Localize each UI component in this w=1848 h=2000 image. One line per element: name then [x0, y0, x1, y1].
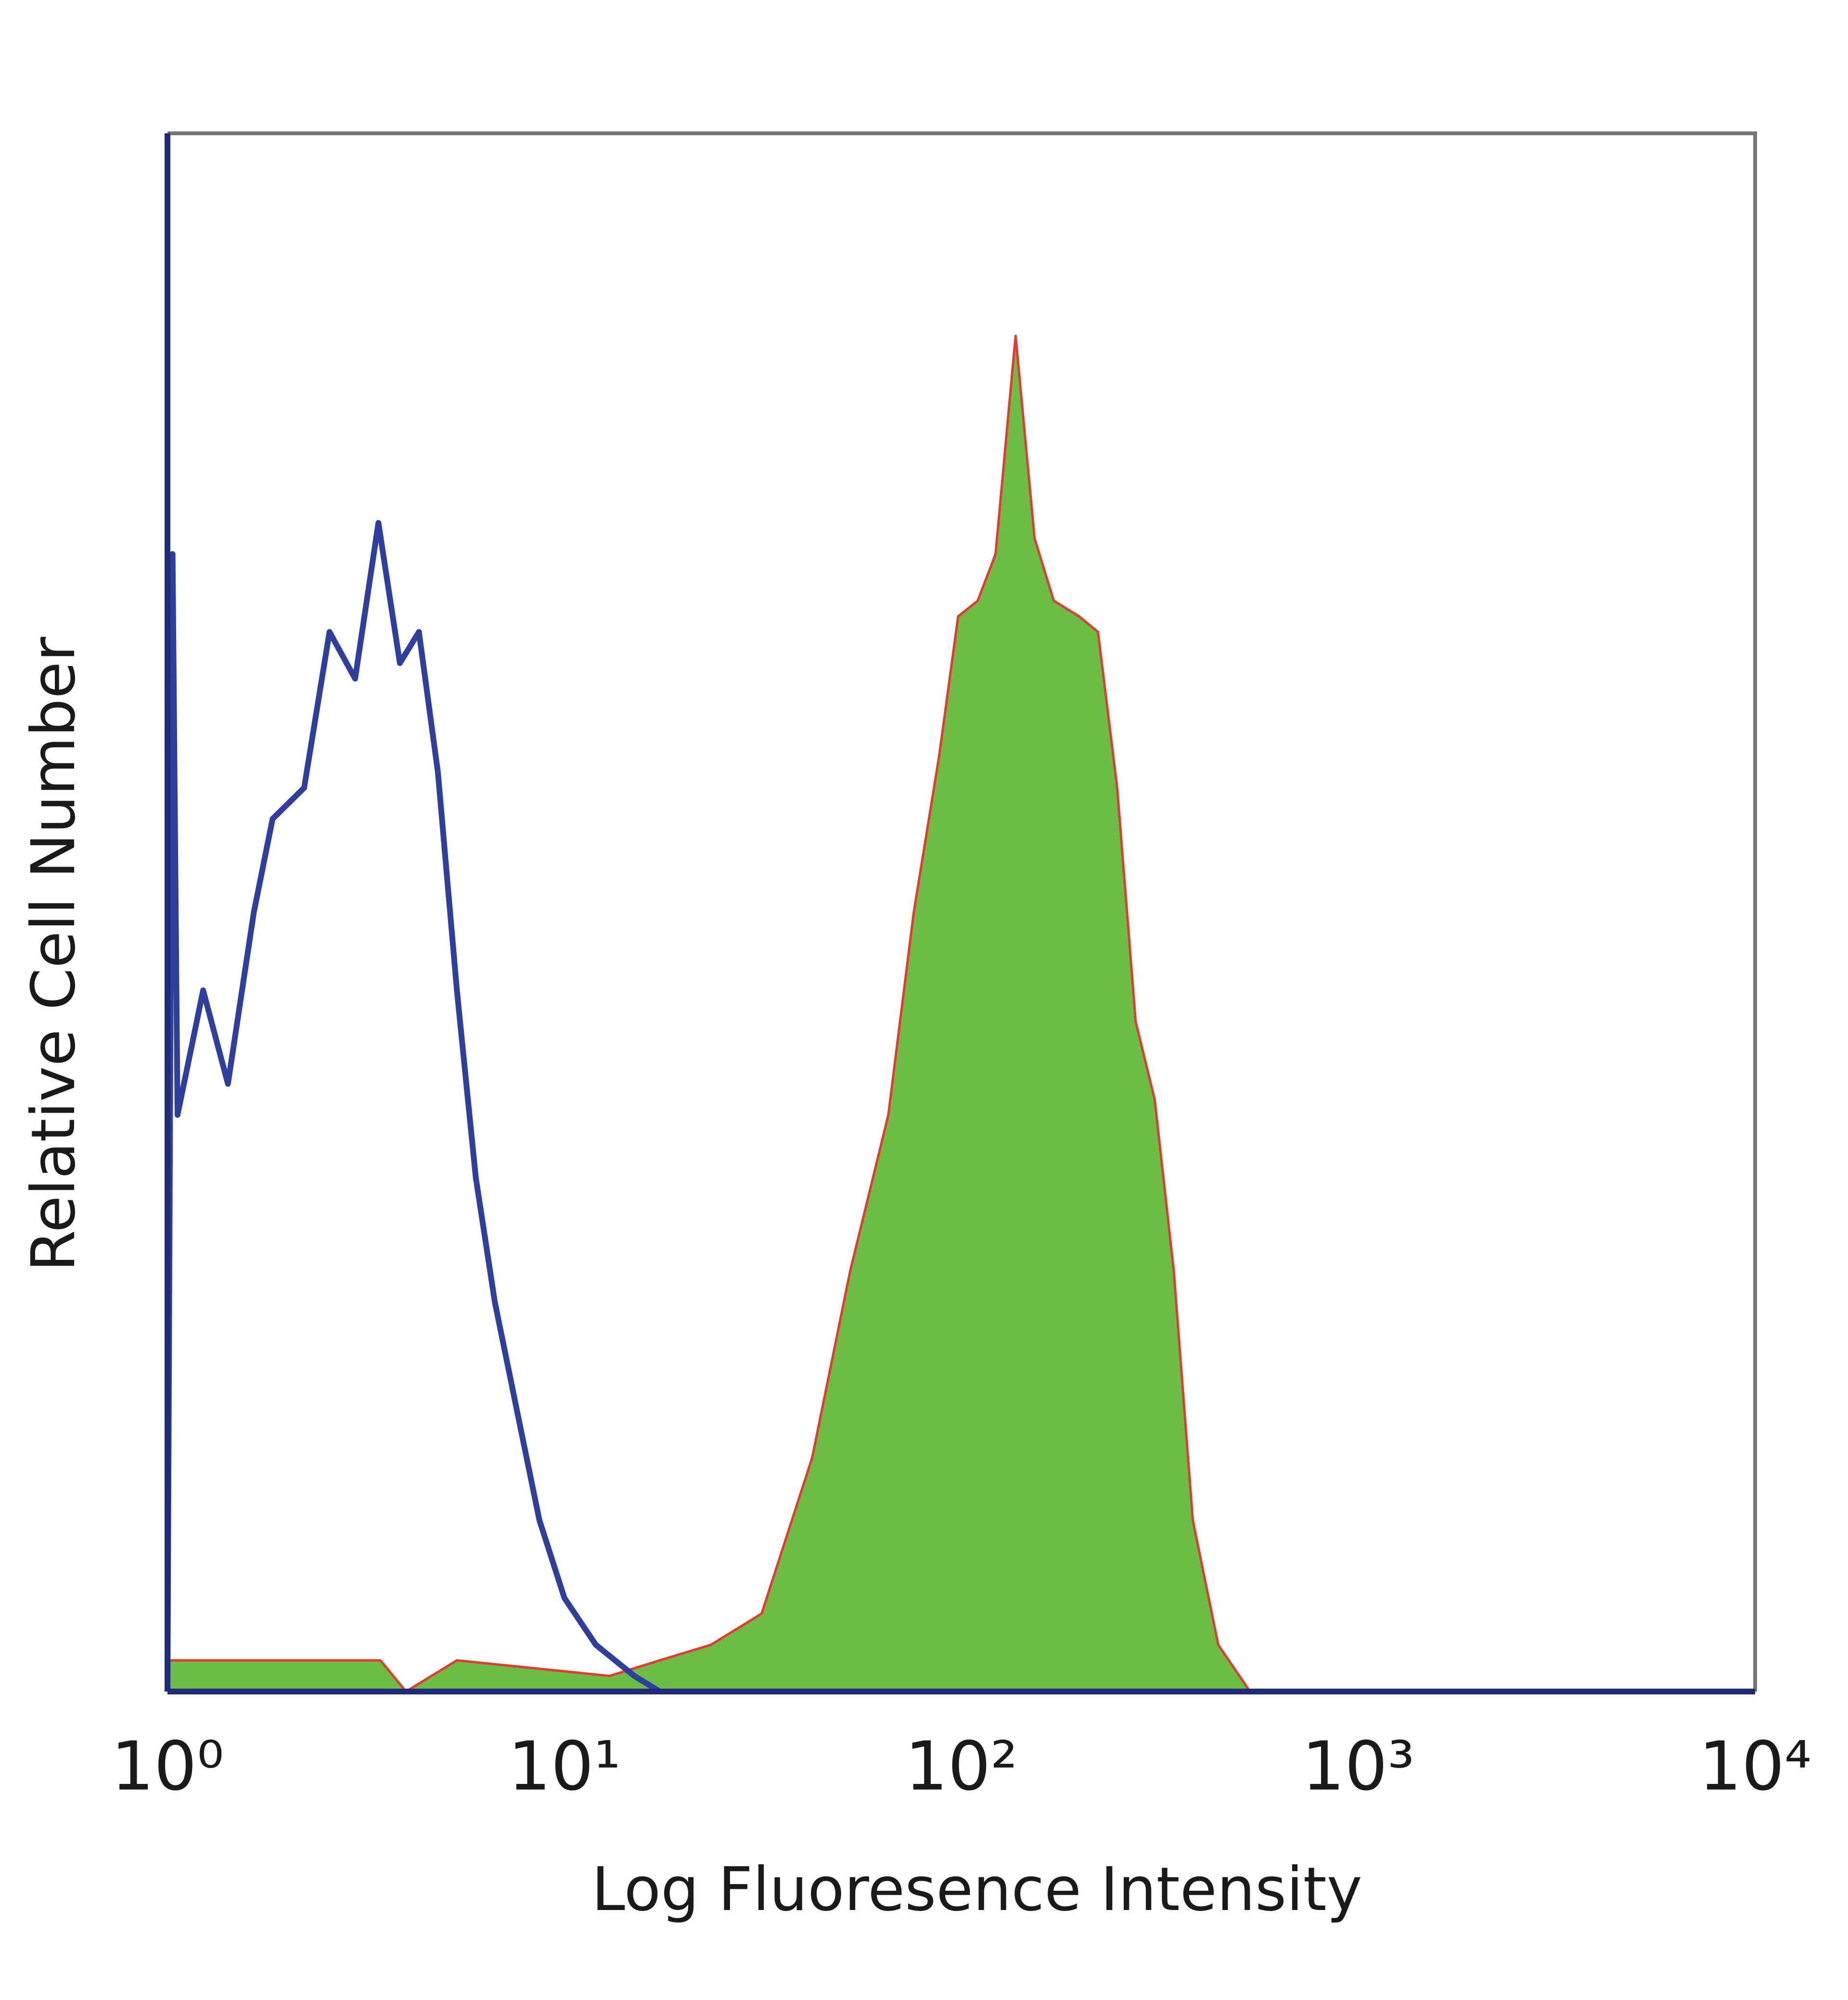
x-tick-label: 10¹ — [508, 1728, 621, 1806]
histogram-fill — [167, 335, 1755, 1692]
x-tick-label: 10³ — [1302, 1728, 1414, 1806]
x-axis-label: Log Fluoresence Intensity — [591, 1855, 1362, 1924]
x-tick-label: 10⁰ — [111, 1728, 224, 1806]
histogram-line — [167, 334, 1755, 1693]
plot-frame — [167, 131, 1757, 1692]
x-tick-label: 10² — [905, 1728, 1017, 1806]
histogram-line — [165, 520, 1755, 1694]
y-axis-label: Relative Cell Number — [19, 637, 89, 1272]
x-tick-label: 10⁴ — [1699, 1728, 1811, 1806]
